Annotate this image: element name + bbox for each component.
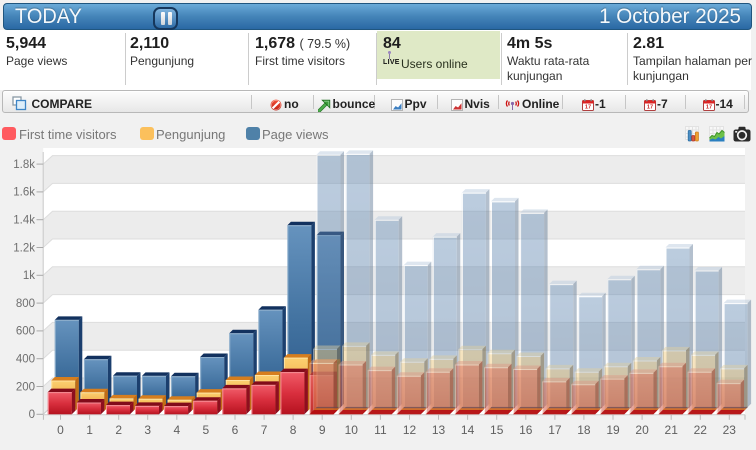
svg-text:400: 400 (16, 354, 35, 366)
svg-text:0: 0 (57, 423, 64, 437)
svg-text:0: 0 (29, 409, 35, 421)
svg-text:17: 17 (548, 423, 562, 437)
svg-text:4: 4 (173, 423, 180, 437)
svg-text:17: 17 (647, 105, 653, 111)
svg-text:14: 14 (461, 423, 475, 437)
svg-text:22: 22 (694, 423, 708, 437)
svg-text:17: 17 (706, 105, 712, 111)
svg-text:23: 23 (723, 423, 737, 437)
svg-text:600: 600 (16, 326, 35, 338)
svg-text:1: 1 (86, 423, 93, 437)
svg-text:7: 7 (261, 423, 268, 437)
svg-text:15: 15 (490, 423, 504, 437)
svg-text:1.8k: 1.8k (13, 159, 35, 171)
svg-text:6: 6 (232, 423, 239, 437)
svg-text:200: 200 (16, 381, 35, 393)
svg-text:2: 2 (115, 423, 122, 437)
svg-text:800: 800 (16, 298, 35, 310)
svg-text:19: 19 (606, 423, 620, 437)
svg-text:9: 9 (319, 423, 326, 437)
svg-text:8: 8 (290, 423, 297, 437)
svg-text:1.4k: 1.4k (13, 215, 35, 227)
svg-text:1k: 1k (23, 270, 35, 282)
svg-text:5: 5 (203, 423, 210, 437)
svg-text:1.6k: 1.6k (13, 187, 35, 199)
svg-text:12: 12 (403, 423, 417, 437)
svg-text:20: 20 (635, 423, 649, 437)
svg-text:3: 3 (144, 423, 151, 437)
svg-text:13: 13 (432, 423, 446, 437)
svg-text:16: 16 (519, 423, 533, 437)
svg-text:10: 10 (345, 423, 359, 437)
svg-text:1.2k: 1.2k (13, 242, 35, 254)
svg-text:17: 17 (584, 105, 590, 111)
svg-text:11: 11 (374, 423, 387, 437)
svg-text:21: 21 (665, 423, 679, 437)
svg-text:18: 18 (577, 423, 591, 437)
